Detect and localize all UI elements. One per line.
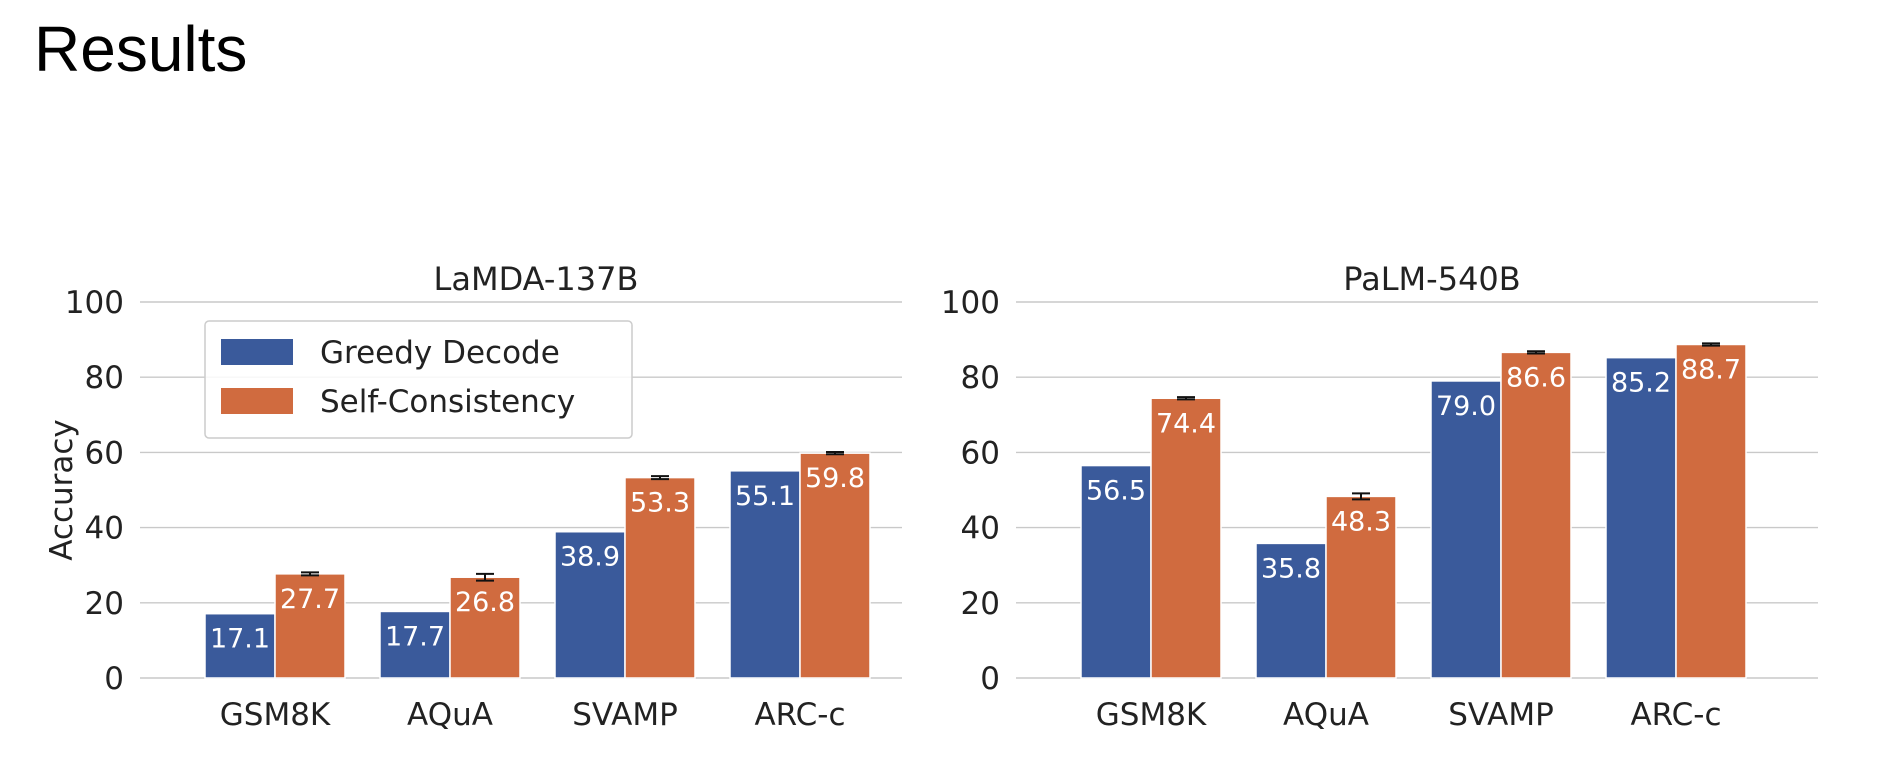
legend-swatch (221, 339, 293, 365)
bar-value-label: 17.7 (385, 621, 445, 652)
x-tick-label: SVAMP (572, 697, 678, 733)
y-tick-label: 60 (85, 435, 124, 471)
chart-title: LaMDA-137B (434, 260, 639, 298)
x-tick-label: GSM8K (220, 697, 331, 733)
y-tick-label: 40 (961, 511, 1000, 547)
y-tick-label: 80 (85, 360, 124, 396)
y-tick-label: 0 (104, 661, 124, 697)
legend-box (204, 320, 633, 439)
y-tick-label: 100 (65, 285, 124, 321)
y-tick-label: 20 (85, 586, 124, 622)
bar (379, 610, 451, 679)
bar (1150, 397, 1222, 679)
x-tick-label: AQuA (1283, 697, 1369, 733)
x-tick-label: AQuA (407, 697, 493, 733)
bar (1080, 464, 1152, 679)
bar (624, 476, 696, 679)
bar-value-label: 79.0 (1436, 391, 1496, 422)
page-title: Results (34, 13, 248, 85)
bar (1325, 495, 1397, 679)
y-tick-label: 0 (980, 661, 1000, 697)
bar-value-label: 85.2 (1611, 368, 1671, 399)
bar (554, 530, 626, 679)
legend-label: Greedy Decode (320, 335, 560, 371)
x-tick-label: ARC-c (1630, 697, 1721, 733)
bar-value-label: 35.8 (1261, 553, 1321, 584)
bar-value-label: 53.3 (630, 488, 690, 519)
bar-value-label: 38.9 (560, 542, 620, 573)
x-tick-label: SVAMP (1448, 697, 1554, 733)
bar (799, 452, 871, 679)
bar (1430, 380, 1502, 679)
bar (274, 573, 346, 679)
bar-value-label: 86.6 (1506, 362, 1566, 393)
chart-title: PaLM-540B (1343, 260, 1520, 298)
bar-value-label: 48.3 (1331, 506, 1391, 537)
legend-swatch (221, 388, 293, 414)
bar-value-label: 74.4 (1156, 408, 1216, 439)
bar-value-label: 27.7 (280, 584, 340, 615)
bar (1675, 343, 1747, 679)
bar-value-label: 59.8 (805, 463, 865, 494)
bar (1500, 351, 1572, 679)
legend-label: Self-Consistency (320, 384, 575, 420)
bar (1605, 356, 1677, 679)
bar-value-label: 88.7 (1681, 354, 1741, 385)
y-axis-label: Accuracy (44, 419, 80, 561)
y-tick-label: 80 (961, 360, 1000, 396)
bar-value-label: 56.5 (1086, 476, 1146, 507)
bar-value-label: 55.1 (735, 481, 795, 512)
y-tick-label: 100 (941, 285, 1000, 321)
bar-value-label: 26.8 (455, 587, 515, 618)
y-tick-label: 60 (961, 435, 1000, 471)
y-tick-label: 20 (961, 586, 1000, 622)
x-tick-label: ARC-c (754, 697, 845, 733)
y-tick-label: 40 (85, 511, 124, 547)
bar-value-label: 17.1 (210, 624, 270, 655)
x-tick-label: GSM8K (1096, 697, 1207, 733)
